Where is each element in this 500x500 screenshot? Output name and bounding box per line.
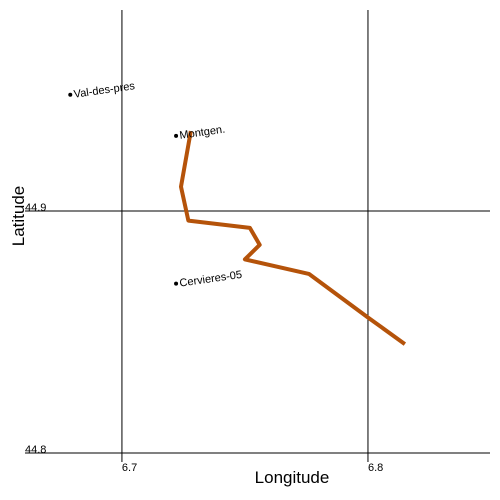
x-tick-label: 6.7 bbox=[122, 462, 137, 474]
place-label: Cervieres-05 bbox=[179, 269, 243, 290]
place-marker bbox=[174, 281, 179, 286]
y-tick-label: 44.9 bbox=[25, 202, 46, 214]
place-marker bbox=[68, 92, 73, 97]
place-label: Montgen. bbox=[179, 124, 226, 142]
x-axis-label: Longitude bbox=[255, 468, 330, 487]
x-tick-label: 6.8 bbox=[368, 462, 383, 474]
place-label: Val-des-pres bbox=[73, 80, 136, 101]
route-line bbox=[178, 130, 407, 346]
place-marker bbox=[174, 133, 179, 138]
y-tick-label: 44.8 bbox=[25, 444, 46, 456]
y-axis-label: Latitude bbox=[9, 186, 28, 247]
